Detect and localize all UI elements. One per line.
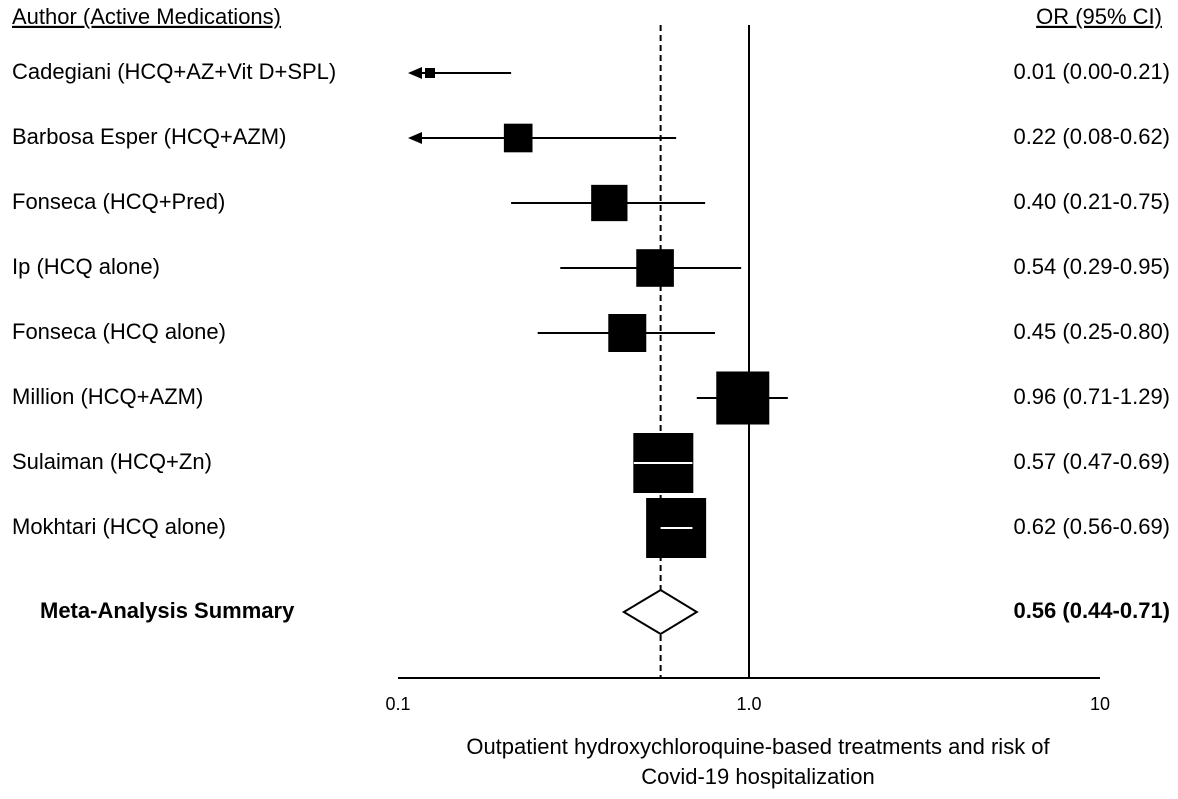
ci-arrow <box>408 132 422 144</box>
header-left: Author (Active Medications) <box>12 4 281 29</box>
study-label: Sulaiman (HCQ+Zn) <box>12 449 212 474</box>
or-box <box>425 68 435 78</box>
or-box <box>591 184 628 222</box>
or-label: 0.45 (0.25-0.80) <box>1013 319 1170 344</box>
x-tick-label: 1.0 <box>736 694 761 714</box>
header-right: OR (95% CI) <box>1036 4 1162 29</box>
study-label: Fonseca (HCQ+Pred) <box>12 189 225 214</box>
or-label: 0.57 (0.47-0.69) <box>1013 449 1170 474</box>
or-label: 0.40 (0.21-0.75) <box>1013 189 1170 214</box>
or-box <box>636 249 674 287</box>
or-box <box>608 314 647 352</box>
or-box <box>503 123 533 153</box>
or-label: 0.54 (0.29-0.95) <box>1013 254 1170 279</box>
x-axis-label: Covid-19 hospitalization <box>641 764 875 789</box>
study-label: Barbosa Esper (HCQ+AZM) <box>12 124 286 149</box>
x-tick-label: 0.1 <box>385 694 410 714</box>
study-label: Fonseca (HCQ alone) <box>12 319 226 344</box>
or-label: 0.01 (0.00-0.21) <box>1013 59 1170 84</box>
summary-diamond <box>621 588 699 636</box>
summary-label: Meta-Analysis Summary <box>40 598 295 623</box>
study-label: Million (HCQ+AZM) <box>12 384 203 409</box>
or-box <box>716 371 770 425</box>
or-label: 0.62 (0.56-0.69) <box>1013 514 1170 539</box>
x-axis-label: Outpatient hydroxychloroquine-based trea… <box>466 734 1050 759</box>
or-label: 0.22 (0.08-0.62) <box>1013 124 1170 149</box>
or-label: 0.96 (0.71-1.29) <box>1013 384 1170 409</box>
study-label: Ip (HCQ alone) <box>12 254 160 279</box>
study-label: Cadegiani (HCQ+AZ+Vit D+SPL) <box>12 59 336 84</box>
summary-or-label: 0.56 (0.44-0.71) <box>1013 598 1170 623</box>
x-tick-label: 10 <box>1090 694 1110 714</box>
study-label: Mokhtari (HCQ alone) <box>12 514 226 539</box>
ci-arrow <box>408 67 422 79</box>
